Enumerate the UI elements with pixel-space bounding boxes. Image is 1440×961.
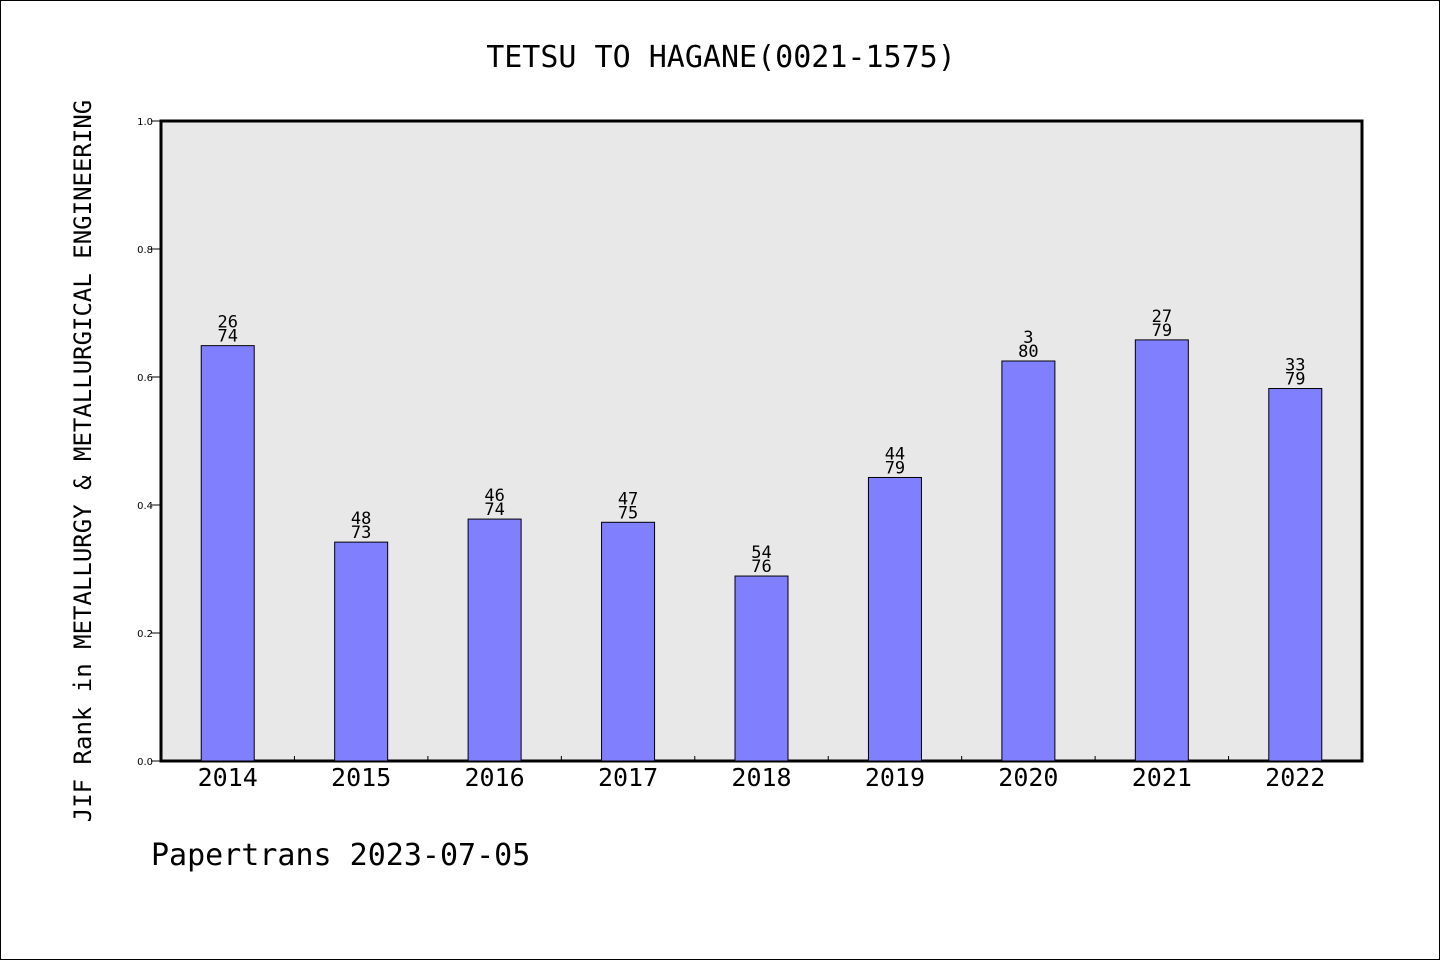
bar — [334, 541, 389, 762]
bar — [601, 521, 656, 762]
bars-group — [200, 339, 1323, 762]
bar-label-total: 80 — [1018, 342, 1038, 362]
bar-label-rank: 44 — [885, 444, 905, 464]
bar — [867, 476, 922, 762]
bar-label-total: 74 — [217, 327, 237, 347]
x-ticks-group: 2014 2015 2016 2017 2018 2019 2020 2021 2022 — [198, 756, 1325, 792]
bar — [467, 518, 522, 762]
bar — [1001, 360, 1056, 762]
bar-label-rank: 27 — [1152, 307, 1172, 327]
bar-label-total: 73 — [351, 523, 371, 543]
y-ticks-group: 0.0 0.2 0.4 0.6 0.8 1.0 — [137, 117, 161, 768]
y-tick-label: 0.6 — [137, 373, 153, 384]
bar — [1134, 339, 1189, 762]
bar-label-rank: 26 — [217, 313, 237, 333]
bar — [734, 575, 789, 762]
bar-label-rank: 46 — [484, 486, 504, 506]
x-tick-label: 2016 — [465, 763, 525, 792]
bar-label-total: 79 — [885, 458, 905, 478]
y-tick-label: 0.8 — [137, 245, 153, 256]
bar-label-rank: 48 — [351, 509, 371, 529]
bar-label-total: 74 — [484, 500, 504, 520]
bar-label-rank: 3 — [1023, 328, 1033, 348]
x-tick-label: 2014 — [198, 763, 258, 792]
bar-label-total: 79 — [1152, 321, 1172, 341]
bar-label-rank: 33 — [1285, 356, 1305, 376]
x-tick-label: 2017 — [598, 763, 658, 792]
bar-label-rank: 47 — [618, 489, 638, 509]
y-axis-label: JIF Rank in METALLURGY & METALLURGICAL E… — [69, 100, 97, 822]
x-tick-label: 2021 — [1132, 763, 1192, 792]
bar-label-total: 79 — [1285, 370, 1305, 390]
x-tick-label: 2022 — [1265, 763, 1325, 792]
y-tick-label: 1.0 — [137, 117, 153, 128]
y-tick-label: 0.0 — [137, 757, 153, 768]
footer-text: Papertrans 2023-07-05 — [151, 838, 530, 873]
bar-label-total: 75 — [618, 503, 638, 523]
bar — [1268, 388, 1323, 762]
bar-label-rank: 54 — [751, 543, 771, 563]
chart-title: TETSU TO HAGANE(0021-1575) — [486, 40, 956, 75]
bar — [200, 345, 255, 762]
x-tick-label: 2020 — [998, 763, 1058, 792]
y-tick-label: 0.2 — [137, 629, 153, 640]
x-tick-label: 2018 — [731, 763, 791, 792]
x-tick-label: 2015 — [331, 763, 391, 792]
x-tick-label: 2019 — [865, 763, 925, 792]
y-tick-label: 0.4 — [137, 501, 153, 512]
bar-label-total: 76 — [751, 557, 771, 577]
